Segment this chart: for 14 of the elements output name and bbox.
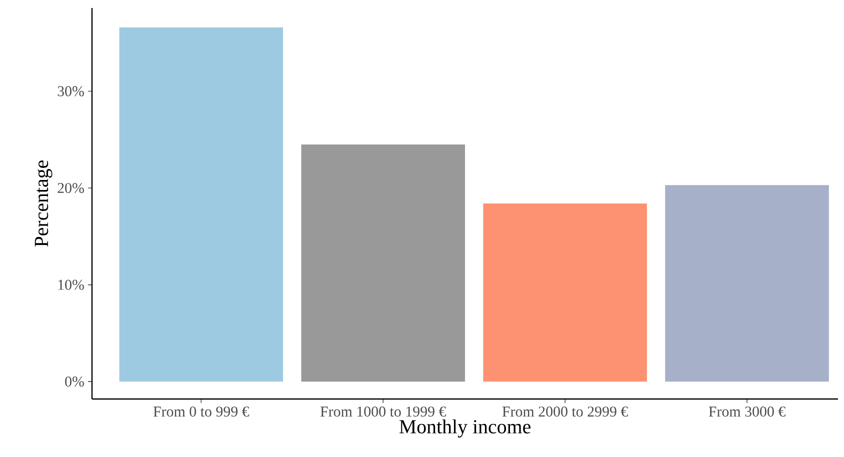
y-tick-label: 10% xyxy=(58,280,84,290)
y-tick-label: 0% xyxy=(65,376,84,387)
bar xyxy=(301,144,466,382)
y-tick-label: 30% xyxy=(58,86,84,96)
x-tick-label: From 1000 to 1999 € xyxy=(320,406,446,417)
bar xyxy=(119,27,284,382)
x-tick-label: From 0 to 999 € xyxy=(153,406,250,417)
y-axis-title: Percentage xyxy=(34,160,52,247)
x-axis-title: Monthly income xyxy=(399,419,530,438)
y-tick-label: 20% xyxy=(58,182,84,194)
bar xyxy=(665,185,829,382)
bar xyxy=(483,203,647,382)
x-tick-label: From 2000 to 2999 € xyxy=(502,406,628,417)
x-tick-label: From 3000 € xyxy=(708,406,786,417)
